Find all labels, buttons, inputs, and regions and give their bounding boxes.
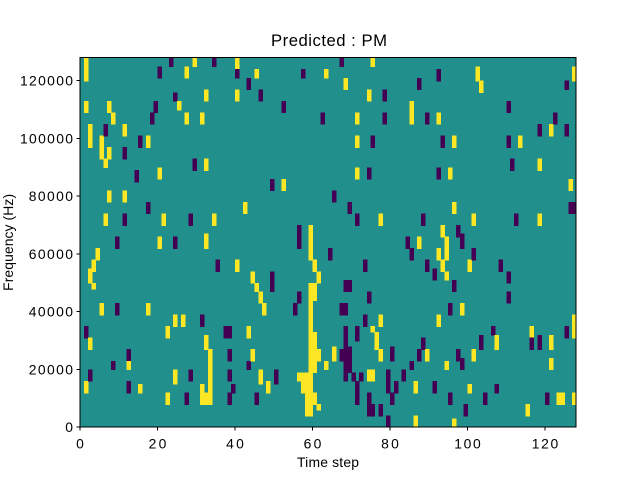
svg-text:80: 80 xyxy=(381,436,399,452)
svg-text:20: 20 xyxy=(149,436,167,452)
svg-text:80000: 80000 xyxy=(29,188,73,204)
svg-text:Frequency (Hz): Frequency (Hz) xyxy=(0,194,16,291)
svg-text:40000: 40000 xyxy=(29,304,73,320)
svg-text:120: 120 xyxy=(532,436,559,452)
svg-text:100000: 100000 xyxy=(20,130,73,146)
svg-text:0: 0 xyxy=(65,419,73,435)
svg-text:Predicted : PM: Predicted : PM xyxy=(271,31,387,50)
svg-text:60: 60 xyxy=(304,436,322,452)
svg-text:0: 0 xyxy=(76,436,84,452)
svg-text:20000: 20000 xyxy=(29,361,73,377)
svg-text:40: 40 xyxy=(226,436,244,452)
svg-text:100: 100 xyxy=(454,436,481,452)
svg-text:Time step: Time step xyxy=(297,454,359,470)
svg-text:120000: 120000 xyxy=(20,73,73,89)
svg-text:60000: 60000 xyxy=(29,246,73,262)
